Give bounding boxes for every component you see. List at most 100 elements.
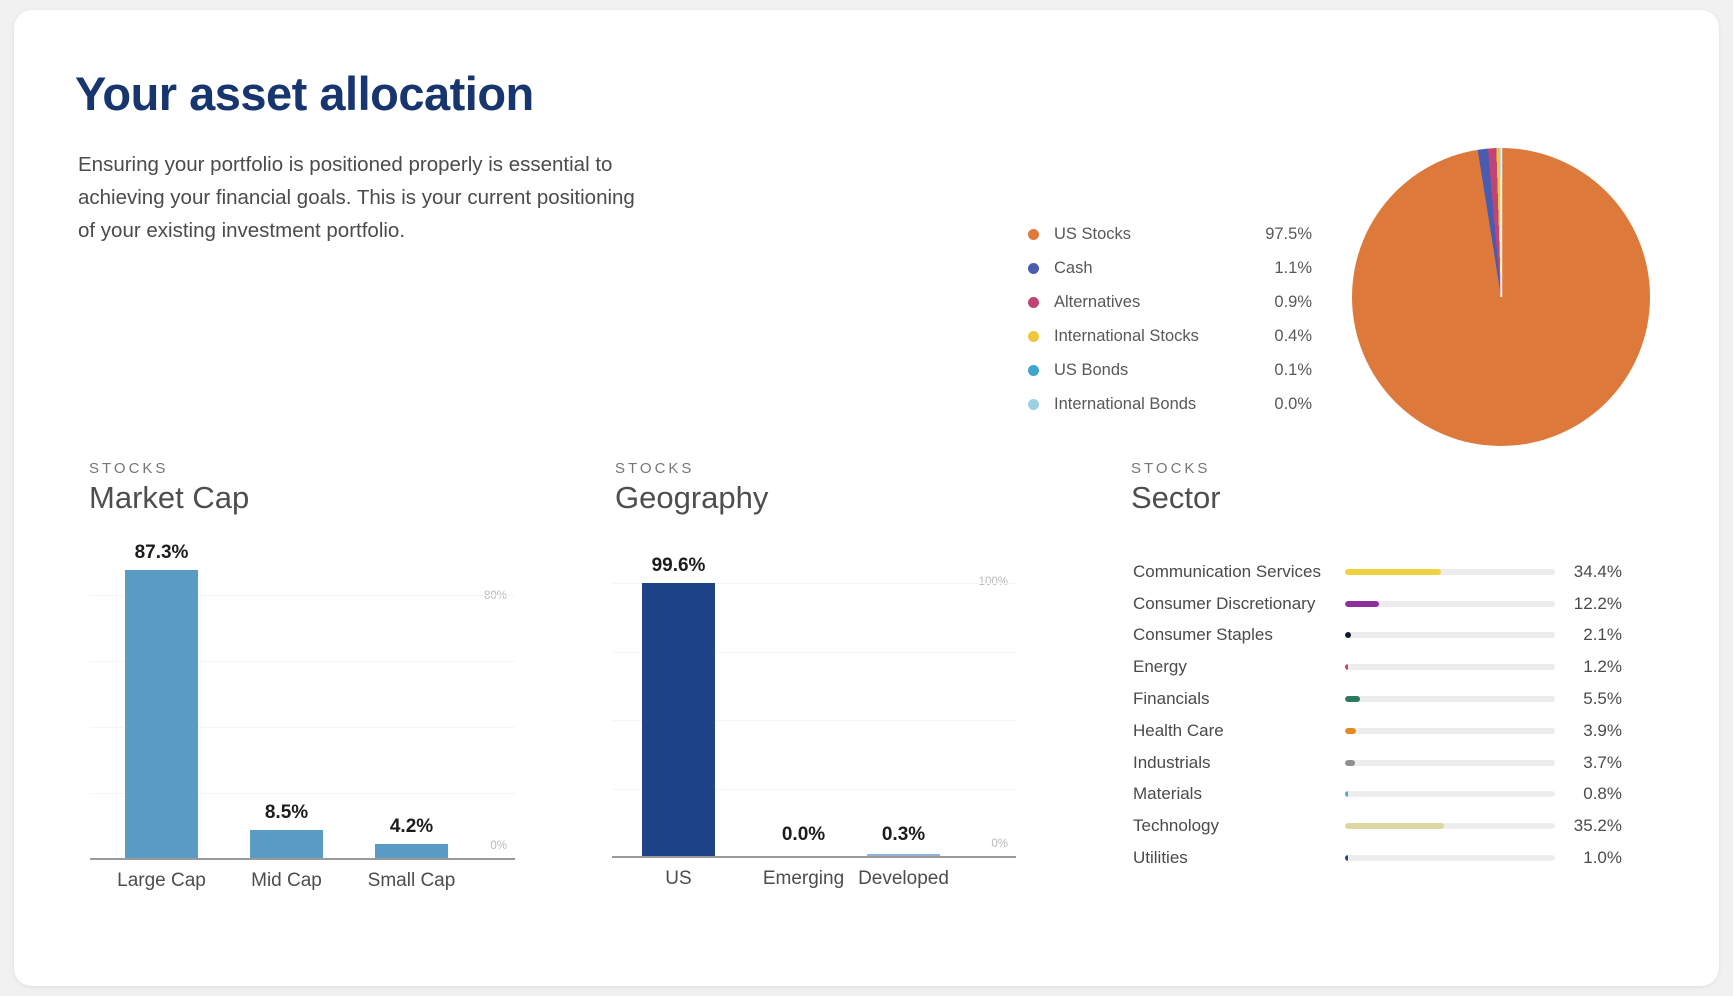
sector-bar-fill — [1345, 600, 1380, 607]
bar-value: 0.0% — [781, 824, 826, 845]
sector-bar-fill — [1345, 632, 1351, 639]
sector-label: Utilities — [1133, 848, 1188, 868]
geography-eyebrow: STOCKS — [615, 460, 695, 477]
legend-bullet-icon — [1028, 262, 1039, 274]
geography-header: STOCKS Geography — [615, 460, 768, 516]
sector-label: Technology — [1133, 816, 1220, 836]
legend-item: US Bonds 0.1% — [1028, 353, 1312, 387]
gridline — [612, 583, 1016, 584]
legend-label: International Bonds — [1054, 394, 1197, 413]
sector-value: 1.0% — [1583, 848, 1622, 868]
legend-label: US Bonds — [1054, 360, 1129, 379]
gridline — [90, 661, 515, 662]
sector-row: Energy 1.2% — [1133, 651, 1622, 683]
sector-label: Energy — [1133, 657, 1187, 677]
page-description: Ensuring your portfolio is positioned pr… — [78, 153, 635, 242]
sector-row: Health Care 3.9% — [1133, 715, 1622, 747]
sector-bar-track — [1345, 632, 1555, 639]
sector-bar-track — [1345, 664, 1555, 671]
legend-bullet-icon — [1028, 296, 1039, 308]
market-cap-eyebrow: STOCKS — [89, 460, 169, 477]
sector-bar-track — [1345, 791, 1555, 798]
legend-value: 0.9% — [1274, 292, 1312, 311]
allocation-legend: US Stocks 97.5% Cash 1.1% Alternatives 0… — [1028, 217, 1312, 421]
legend-value: 0.0% — [1274, 394, 1312, 413]
bar-value: 99.6% — [651, 555, 706, 576]
sector-bar-fill — [1345, 855, 1348, 862]
legend-label: International Stocks — [1054, 326, 1199, 345]
y-axis-bottom-tick: 0% — [991, 838, 1008, 850]
legend-bullet-icon — [1028, 330, 1039, 342]
bar-Large Cap — [125, 570, 198, 858]
sector-bar-track — [1345, 727, 1555, 734]
sector-bar-track — [1345, 759, 1555, 766]
category-label: Emerging — [762, 868, 845, 889]
legend-item: US Stocks 97.5% — [1028, 217, 1312, 251]
sector-row: Technology 35.2% — [1133, 810, 1622, 842]
sector-bar-fill — [1345, 696, 1361, 703]
sector-label: Materials — [1133, 784, 1202, 804]
sector-bar-fill — [1345, 664, 1349, 671]
market-cap-title: Market Cap — [89, 480, 250, 515]
gridline — [90, 727, 515, 728]
sector-bar-fill — [1345, 759, 1356, 766]
sector-label: Industrials — [1133, 752, 1211, 772]
legend-bullet-icon — [1028, 364, 1039, 376]
bar-Mid Cap — [250, 830, 323, 858]
y-axis-bottom-tick: 0% — [490, 840, 507, 852]
legend-item: International Stocks 0.4% — [1028, 319, 1312, 353]
market-cap-category-labels: Large Cap Mid Cap Small Cap — [90, 870, 515, 900]
geography-category-labels: US Emerging Developed — [612, 868, 1016, 898]
legend-bullet-icon — [1028, 228, 1039, 240]
sector-value: 35.2% — [1573, 816, 1622, 836]
sector-label: Consumer Staples — [1133, 625, 1273, 645]
bar-US — [642, 583, 715, 856]
sector-row: Consumer Staples 2.1% — [1133, 620, 1622, 652]
sector-row: Industrials 3.7% — [1133, 747, 1622, 779]
sector-value: 3.9% — [1583, 720, 1622, 740]
bar-Small Cap — [375, 844, 448, 858]
sector-bar-track — [1345, 600, 1555, 607]
sector-bar-fill — [1345, 568, 1442, 575]
sector-bar-track — [1345, 568, 1555, 575]
category-label: Developed — [858, 868, 949, 889]
sector-value: 3.7% — [1583, 752, 1622, 772]
sector-label: Communication Services — [1133, 561, 1322, 581]
sector-row: Consumer Discretionary 12.2% — [1133, 588, 1622, 620]
gridline — [612, 651, 1016, 653]
sector-title: Sector — [1131, 480, 1221, 515]
sector-bar-track — [1345, 855, 1555, 862]
asset-allocation-pie-chart — [1352, 148, 1650, 446]
legend-label: Alternatives — [1054, 292, 1141, 311]
legend-label: US Stocks — [1054, 224, 1132, 243]
x-axis-line — [612, 856, 1016, 858]
sector-row: Utilities 1.0% — [1133, 842, 1622, 874]
x-axis-line — [90, 858, 515, 860]
bar-value: 4.2% — [389, 816, 434, 837]
bar-value: 8.5% — [264, 802, 309, 823]
sector-bar-fill — [1345, 823, 1444, 830]
market-cap-bar-chart: 80% 0% 87.3% 8.5% 4.2% Large Cap Mid Cap Sma… — [90, 530, 515, 910]
geography-plot-area: 100% 0% 99.6% 0.0% 0.3% — [612, 528, 1016, 858]
sector-value: 12.2% — [1573, 593, 1622, 613]
category-label: Small Cap — [367, 870, 456, 891]
sector-label: Consumer Discretionary — [1133, 593, 1316, 613]
sector-bar-list: Communication Services 34.4% Consumer Di… — [1133, 556, 1622, 874]
sector-label: Financials — [1133, 689, 1210, 709]
sector-bar-track — [1345, 696, 1555, 703]
sector-row: Materials 0.8% — [1133, 779, 1622, 811]
category-label: Large Cap — [117, 870, 206, 891]
bar-value: 0.3% — [881, 824, 926, 845]
category-label: US — [665, 868, 692, 889]
report-card: Your asset allocation Ensuring your port… — [14, 10, 1719, 986]
legend-item: Cash 1.1% — [1028, 251, 1312, 285]
sector-bar-fill — [1345, 791, 1348, 798]
legend-value: 97.5% — [1265, 224, 1312, 243]
legend-item: International Bonds 0.0% — [1028, 387, 1312, 421]
gridline — [90, 793, 515, 794]
sector-row: Communication Services 34.4% — [1133, 556, 1622, 588]
market-cap-plot-area: 80% 0% 87.3% 8.5% 4.2% — [90, 530, 515, 860]
sector-header: STOCKS Sector — [1131, 460, 1221, 516]
legend-value: 0.1% — [1274, 360, 1312, 379]
bar-value: 87.3% — [134, 542, 189, 563]
